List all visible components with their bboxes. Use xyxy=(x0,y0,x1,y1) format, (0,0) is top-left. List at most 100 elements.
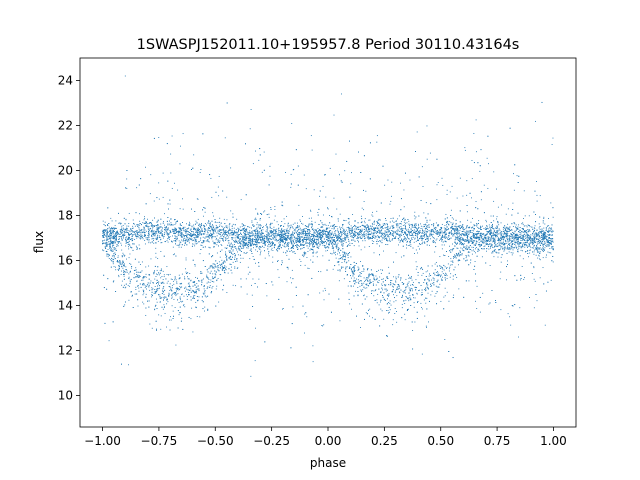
data-point xyxy=(304,231,306,232)
data-point xyxy=(419,289,420,291)
data-point xyxy=(185,259,187,261)
data-point xyxy=(403,206,405,208)
data-point xyxy=(237,235,239,237)
data-point xyxy=(408,220,410,222)
data-point xyxy=(449,245,450,247)
data-point xyxy=(137,236,139,238)
data-point xyxy=(266,238,267,240)
data-point xyxy=(505,213,507,215)
data-point xyxy=(112,246,113,248)
data-point xyxy=(175,295,177,297)
data-point xyxy=(118,222,120,224)
data-point xyxy=(444,232,446,234)
data-point xyxy=(296,242,298,243)
data-point xyxy=(456,276,458,278)
data-point xyxy=(341,93,342,95)
data-point xyxy=(155,230,157,232)
data-point xyxy=(136,248,138,250)
data-point xyxy=(383,318,385,320)
data-point xyxy=(397,233,399,235)
data-point xyxy=(390,200,392,202)
data-point xyxy=(175,233,176,234)
data-point xyxy=(377,293,379,295)
data-point xyxy=(389,311,390,313)
data-point xyxy=(400,221,402,223)
data-point xyxy=(358,280,360,282)
data-point xyxy=(230,251,232,253)
data-point xyxy=(298,225,300,227)
data-point xyxy=(421,232,423,234)
data-point xyxy=(143,290,145,292)
data-point xyxy=(327,233,329,235)
data-point xyxy=(110,248,112,249)
data-point xyxy=(335,257,337,259)
data-point xyxy=(320,234,322,236)
data-point xyxy=(503,237,505,239)
data-point xyxy=(311,220,313,222)
data-point xyxy=(382,289,384,291)
data-point xyxy=(498,239,500,241)
data-point xyxy=(471,197,472,199)
data-point xyxy=(162,196,164,198)
data-point xyxy=(539,230,541,232)
data-point xyxy=(104,221,106,223)
data-point xyxy=(265,230,267,232)
data-point xyxy=(504,243,506,245)
data-point xyxy=(136,280,138,282)
data-point xyxy=(126,258,127,260)
data-point xyxy=(289,238,290,240)
data-point xyxy=(420,302,422,304)
data-point xyxy=(123,234,124,236)
data-point xyxy=(522,222,524,224)
data-point xyxy=(268,246,270,248)
data-point xyxy=(244,239,246,241)
data-point xyxy=(355,278,357,280)
data-point xyxy=(182,226,184,228)
data-point xyxy=(249,318,251,320)
data-point xyxy=(128,232,129,234)
data-point xyxy=(377,219,379,221)
data-point xyxy=(187,228,189,230)
data-point xyxy=(389,284,391,286)
data-point xyxy=(122,267,124,269)
data-point xyxy=(436,230,438,232)
data-point xyxy=(123,275,125,277)
data-point xyxy=(191,225,193,227)
data-point xyxy=(395,276,397,278)
data-point xyxy=(524,233,526,235)
data-point xyxy=(208,234,210,236)
data-point xyxy=(383,234,385,236)
data-point xyxy=(303,247,305,249)
data-point xyxy=(295,231,297,233)
data-point xyxy=(511,248,513,250)
data-point xyxy=(353,277,355,279)
data-point xyxy=(436,275,438,277)
data-point xyxy=(340,229,342,231)
data-point xyxy=(128,237,130,239)
data-point xyxy=(386,303,388,305)
data-point xyxy=(542,267,544,269)
data-point xyxy=(444,295,446,297)
data-point xyxy=(521,223,523,225)
data-point xyxy=(296,237,298,239)
data-point xyxy=(128,223,130,224)
data-point xyxy=(371,214,373,216)
data-point xyxy=(475,247,477,248)
data-point xyxy=(447,222,448,224)
data-point xyxy=(243,239,244,241)
data-point xyxy=(342,227,344,229)
data-point xyxy=(215,266,217,268)
data-point xyxy=(322,325,324,327)
data-point xyxy=(453,294,455,296)
data-point xyxy=(186,231,188,232)
data-point xyxy=(322,226,324,228)
data-point xyxy=(455,229,457,231)
data-point xyxy=(292,231,294,233)
data-point xyxy=(544,247,546,249)
data-point xyxy=(201,245,203,246)
data-point xyxy=(193,224,195,226)
data-point xyxy=(275,229,276,231)
data-point xyxy=(328,227,330,229)
data-point xyxy=(218,175,220,177)
data-point xyxy=(197,198,199,200)
